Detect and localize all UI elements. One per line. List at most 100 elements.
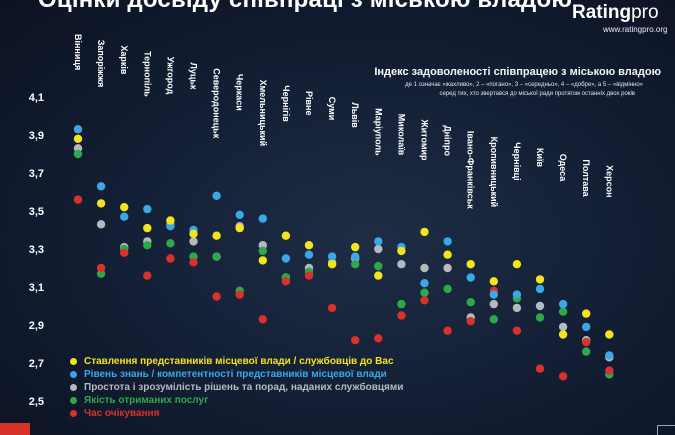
- data-point: [466, 260, 475, 269]
- data-point: [258, 214, 267, 223]
- data-point: [96, 220, 106, 229]
- data-point: [235, 210, 244, 219]
- data-point: [558, 372, 568, 381]
- data-point: [397, 311, 406, 320]
- logo-text-rating: Rating: [572, 2, 632, 23]
- category-label: Суми: [327, 97, 337, 121]
- legend-item: Час очікування: [70, 407, 403, 420]
- category-label: Кропивницький: [489, 137, 499, 208]
- data-point: [582, 337, 591, 347]
- ratingpro-logo: Ratingpro www.ratingpro.org: [572, 2, 672, 38]
- data-point: [189, 229, 198, 238]
- data-point: [120, 248, 129, 257]
- data-point: [189, 258, 198, 267]
- index-scale-note: де 1 означає «жахливо», 2 – «погано», 3 …: [405, 82, 643, 88]
- category-label: Житомир: [420, 119, 430, 162]
- index-title-rest: задоволеності співпрацею з міською владо…: [411, 66, 661, 78]
- legend-item: Якість отриманих послуг: [70, 394, 403, 407]
- legend-label: Час очікування: [84, 408, 160, 419]
- data-point: [258, 246, 267, 256]
- data-point: [166, 216, 175, 225]
- legend-marker: [70, 397, 77, 404]
- data-point: [327, 252, 337, 261]
- category-label: Харків: [119, 45, 129, 75]
- data-point: [96, 263, 106, 273]
- data-point: [605, 351, 614, 360]
- data-point: [535, 364, 545, 373]
- data-point: [212, 292, 221, 301]
- page-title: Оцінки досвіду співпраці з міською владо…: [38, 0, 572, 14]
- data-point: [212, 231, 221, 240]
- logo-wordmark: Ratingpro: [572, 2, 659, 24]
- data-point: [73, 134, 83, 143]
- data-point: [374, 271, 383, 280]
- data-point: [120, 212, 129, 221]
- chart-legend: Ставлення представників місцевої влади /…: [70, 355, 403, 420]
- category-label: Чернівці: [512, 142, 522, 180]
- data-point: [512, 260, 522, 269]
- category-label: Чернігів: [281, 85, 291, 122]
- category-label: Маріуполь: [373, 108, 383, 156]
- legend-marker: [70, 371, 77, 378]
- y-tick-label: 3,3: [29, 244, 44, 256]
- data-point: [327, 260, 337, 269]
- data-point: [143, 223, 152, 233]
- category-label: Івано-Франківськ: [466, 131, 476, 209]
- data-point: [120, 203, 129, 212]
- data-point: [535, 275, 545, 284]
- y-tick-label: 3,1: [29, 282, 44, 294]
- data-point: [466, 298, 475, 307]
- data-point: [143, 241, 152, 250]
- data-point: [166, 254, 175, 263]
- data-point: [558, 322, 568, 332]
- data-point: [489, 277, 498, 286]
- data-point: [73, 149, 83, 159]
- data-point: [351, 252, 360, 261]
- data-point: [397, 299, 406, 309]
- legend-label: Простота і зрозумілість рішень та порад,…: [84, 382, 404, 393]
- legend-marker: [70, 384, 77, 391]
- data-point: [166, 239, 175, 248]
- data-point: [143, 204, 152, 214]
- y-tick-label: 2,5: [29, 396, 44, 408]
- y-tick-label: 3,5: [29, 206, 44, 218]
- data-point: [420, 279, 429, 288]
- data-point: [73, 195, 83, 204]
- category-label: Вінниця: [73, 34, 83, 70]
- data-point: [443, 263, 452, 273]
- legend-item: Простота і зрозумілість рішень та порад,…: [70, 381, 403, 394]
- data-point: [466, 317, 475, 326]
- data-point: [351, 336, 360, 345]
- data-point: [420, 288, 429, 297]
- data-point: [443, 250, 452, 259]
- category-label: Дніпро: [443, 125, 453, 156]
- data-point: [235, 223, 244, 233]
- category-label: Львів: [350, 102, 360, 128]
- data-point: [96, 199, 106, 208]
- data-point: [489, 299, 498, 309]
- category-label: Полтава: [581, 159, 591, 197]
- data-point: [351, 242, 360, 252]
- data-point: [512, 326, 522, 335]
- category-label: Херсон: [604, 165, 614, 197]
- logo-url: www.ratingpro.org: [603, 25, 668, 34]
- index-title-word: Індекс: [374, 66, 409, 78]
- legend-item: Рівень знань / компетентності представни…: [70, 368, 403, 381]
- data-point: [258, 315, 267, 324]
- index-sample-note: серед тих, хто звертався до міської ради…: [439, 91, 635, 97]
- category-label: Миколаїв: [396, 114, 406, 156]
- category-label: Ужгород: [165, 57, 175, 95]
- logo-text-pro: pro: [631, 2, 659, 23]
- data-point: [374, 261, 383, 271]
- data-point: [304, 271, 314, 280]
- legend-marker: [70, 358, 77, 365]
- data-point: [397, 246, 406, 256]
- legend-label: Ставлення представників місцевої влади /…: [84, 356, 394, 367]
- data-point: [489, 290, 498, 299]
- data-point: [558, 307, 568, 316]
- y-tick-label: 2,9: [29, 320, 44, 332]
- data-point: [582, 322, 591, 332]
- legend-label: Якість отриманих послуг: [84, 395, 209, 406]
- data-point: [582, 309, 591, 318]
